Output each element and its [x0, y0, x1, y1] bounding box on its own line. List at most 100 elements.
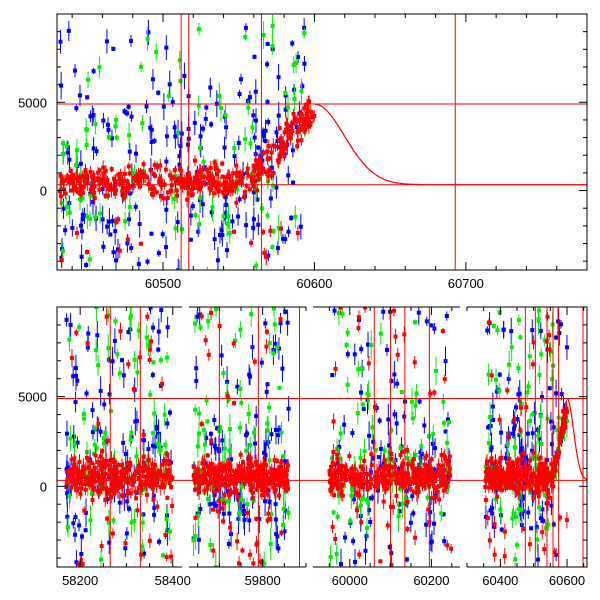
data-point	[395, 381, 400, 386]
data-point	[149, 339, 154, 344]
data-point	[146, 458, 151, 463]
data-point	[188, 176, 193, 181]
data-point	[229, 531, 234, 536]
data-point	[223, 195, 228, 200]
data-point	[428, 510, 433, 515]
data-point	[228, 463, 233, 468]
data-point	[152, 138, 157, 143]
data-point	[300, 84, 305, 89]
y-tick-label: 0	[40, 184, 47, 199]
data-point	[66, 28, 71, 33]
data-point	[81, 464, 86, 469]
data-point	[245, 171, 250, 176]
data-point	[295, 230, 300, 235]
data-point	[328, 554, 333, 559]
data-point	[148, 474, 153, 479]
data-point	[175, 220, 180, 225]
data-point	[143, 487, 148, 492]
data-point	[286, 406, 291, 411]
data-point	[435, 470, 440, 475]
data-point	[69, 188, 74, 193]
data-point	[116, 217, 121, 222]
data-point	[219, 475, 224, 480]
data-point	[88, 193, 93, 198]
data-point	[396, 514, 401, 519]
data-point	[225, 221, 230, 226]
data-point	[126, 362, 131, 367]
data-point	[273, 502, 278, 507]
data-point	[161, 473, 166, 478]
data-point	[67, 210, 72, 215]
data-point	[185, 186, 190, 191]
data-point	[365, 391, 370, 396]
data-point	[137, 468, 142, 473]
data-point	[540, 507, 545, 512]
data-point	[138, 169, 143, 174]
data-point	[342, 422, 347, 427]
data-point	[285, 463, 290, 468]
data-point	[340, 493, 345, 498]
data-point	[158, 163, 163, 168]
data-point	[411, 457, 416, 462]
data-point	[259, 360, 264, 365]
data-point	[126, 506, 131, 511]
data-point	[257, 464, 262, 469]
data-point	[433, 495, 438, 500]
data-point	[155, 471, 160, 476]
data-point	[512, 426, 517, 431]
data-point	[432, 485, 437, 490]
data-point	[79, 551, 84, 556]
data-point	[275, 345, 280, 350]
data-point	[165, 325, 170, 330]
data-point	[109, 167, 114, 172]
data-point	[284, 143, 289, 148]
data-point	[306, 99, 311, 104]
data-point	[340, 311, 345, 316]
data-point	[106, 193, 111, 198]
data-point	[235, 470, 240, 475]
data-point	[162, 412, 167, 417]
data-point	[226, 461, 231, 466]
data-point	[130, 482, 135, 487]
data-point	[96, 170, 101, 175]
data-point	[389, 378, 394, 383]
data-point	[511, 511, 516, 516]
data-point	[209, 465, 214, 470]
data-point	[378, 559, 383, 564]
data-point	[139, 487, 144, 492]
data-point	[165, 495, 170, 500]
data-point	[111, 480, 116, 485]
data-point	[103, 430, 108, 435]
data-point	[138, 491, 143, 496]
data-point	[235, 174, 240, 179]
data-point	[139, 64, 144, 69]
data-point	[440, 474, 445, 479]
data-point	[191, 538, 196, 543]
data-point	[172, 168, 177, 173]
data-point	[97, 65, 102, 70]
data-point	[195, 511, 200, 516]
data-point	[216, 168, 221, 173]
data-point	[440, 463, 445, 468]
data-point	[303, 102, 308, 107]
data-point	[59, 83, 64, 88]
data-point	[267, 156, 272, 161]
data-point	[97, 484, 102, 489]
data-point	[220, 506, 225, 511]
data-point	[250, 345, 255, 350]
data-point	[74, 162, 79, 167]
data-point	[268, 481, 273, 486]
data-point	[107, 219, 112, 224]
data-point	[329, 456, 334, 461]
data-point	[215, 258, 220, 263]
data-point	[254, 516, 259, 521]
data-point	[204, 167, 209, 172]
data-point	[278, 465, 283, 470]
data-point	[79, 469, 84, 474]
data-point	[548, 349, 553, 354]
data-point	[209, 122, 214, 127]
data-point	[421, 477, 426, 482]
data-point	[248, 552, 253, 557]
data-point	[204, 435, 209, 440]
data-point	[239, 497, 244, 502]
